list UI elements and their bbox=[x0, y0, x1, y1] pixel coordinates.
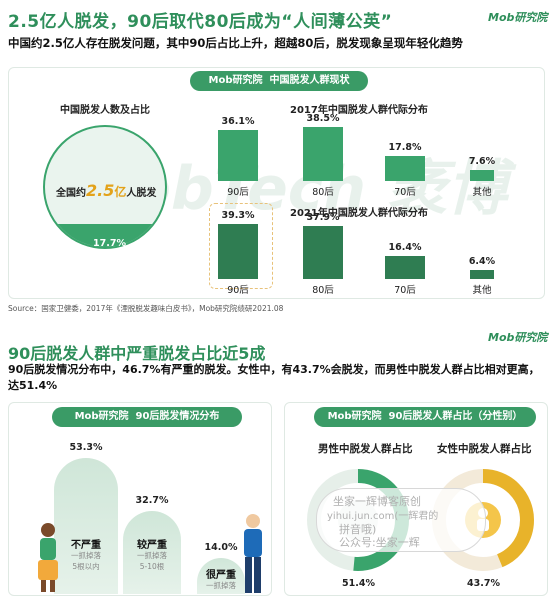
male-percent: 51.4% bbox=[342, 578, 375, 589]
left-panel-title: 90后脱发情况分布 bbox=[135, 411, 220, 422]
bar-value-label: 16.4% bbox=[388, 242, 422, 254]
brand-logo-text: Mob研究院 bbox=[488, 11, 548, 24]
severity-description: 5根以内 bbox=[72, 562, 100, 571]
left-panel-brand: Mob研究院 bbox=[74, 411, 129, 422]
bar-2017-2 bbox=[385, 156, 425, 181]
chart-2017-title: 2017年中国脱发人群代际分布 bbox=[290, 105, 428, 116]
blog-watermark-stamp: 坐家一辉博客原创 yihui.jun.com(一辉君的 拼音哦) 公众号:坐家一… bbox=[316, 488, 486, 552]
severity-dome-0 bbox=[54, 458, 118, 594]
male-label: 男性中脱发人群占比 bbox=[318, 443, 413, 455]
right-panel-title: 90后脱发人群占比（分性别） bbox=[388, 411, 523, 422]
severity-category-label: 不严重 bbox=[71, 540, 101, 551]
panel1-header: Mob研究院 中国脱发人群现状 bbox=[190, 71, 368, 91]
source-note: Source：国家卫健委，2017年《湮脱脱发趣味白皮书》，Mob研究院绩研20… bbox=[8, 304, 284, 313]
bar-2017-0 bbox=[218, 130, 258, 181]
highlight-90s-box bbox=[209, 203, 273, 289]
stamp-line-2: yihui.jun.com(一辉君的 bbox=[327, 511, 439, 522]
right-panel-header: Mob研究院 90后脱发人群占比（分性别） bbox=[314, 407, 536, 427]
stamp-line-1: 坐家一辉博客原创 bbox=[333, 495, 421, 508]
severity-value-label: 32.7% bbox=[135, 494, 169, 506]
bar-category-label: 80后 bbox=[312, 187, 334, 198]
hair-loss-circle bbox=[43, 125, 167, 249]
bar-2021-0 bbox=[218, 223, 258, 279]
circle-text-number: 2.5 bbox=[86, 181, 115, 200]
bar-value-label: 39.3% bbox=[221, 209, 255, 221]
bar-2021-1 bbox=[303, 225, 343, 279]
female-percent: 43.7% bbox=[467, 578, 500, 589]
circle-text-suffix: 人脱发 bbox=[126, 188, 157, 199]
bar-value-label: 37.9% bbox=[306, 211, 340, 223]
bar-2021-2 bbox=[385, 256, 425, 279]
bar-2017-3 bbox=[470, 170, 494, 181]
section1-title: 2.5亿人脱发，90后取代80后成为“人间薄公英” bbox=[8, 12, 393, 32]
brand-logo-2: Mob研究院 bbox=[488, 329, 547, 345]
bar-category-label: 其他 bbox=[472, 187, 492, 198]
severity-category-label: 较严重 bbox=[137, 540, 167, 551]
section2-subtitle: 90后脱发情况分布中，46.7%有严重的脱发。女性中，有43.7%会脱发，而男性… bbox=[8, 363, 540, 392]
bar-category-label: 其他 bbox=[472, 285, 492, 296]
left-panel-header: Mob研究院 90后脱发情况分布 bbox=[52, 407, 242, 427]
severity-value-label: 14.0% bbox=[204, 542, 238, 554]
circle-chart-label: 中国脱发人数及占比 bbox=[60, 105, 150, 116]
severity-category-label: 很严重 bbox=[206, 570, 236, 582]
circle-text-prefix: 全国约 bbox=[56, 188, 86, 199]
bar-value-label: 17.8% bbox=[388, 142, 422, 154]
brand-logo: Mob研究院 bbox=[488, 9, 547, 25]
severity-dome-1 bbox=[123, 510, 181, 594]
stamp-line-4: 公众号:坐家一辉 bbox=[339, 536, 420, 549]
bar-value-label: 36.1% bbox=[221, 116, 255, 128]
brand-logo-2-text: Mob研究院 bbox=[488, 331, 548, 344]
woman-illustration-icon bbox=[38, 523, 58, 592]
right-panel-brand: Mob研究院 bbox=[327, 411, 382, 422]
section2-title: 90后脱发人群中严重脱发占比近5成 bbox=[8, 344, 266, 363]
female-label: 女性中脱发人群占比 bbox=[437, 443, 532, 455]
bar-category-label: 90后 bbox=[227, 187, 249, 198]
bar-category-label: 80后 bbox=[312, 285, 334, 296]
severity-description: 5-10根 bbox=[139, 562, 165, 571]
bar-category-label: 70后 bbox=[394, 285, 416, 296]
severity-dome-2 bbox=[197, 558, 245, 594]
bar-category-label: 70后 bbox=[394, 187, 416, 198]
severity-description: 一抓掉落 bbox=[71, 551, 101, 560]
stamp-line-3: 拼音哦) bbox=[339, 523, 377, 536]
severity-value-label: 53.3% bbox=[69, 442, 103, 454]
severity-description: 一抓掉落 bbox=[206, 581, 236, 591]
bar-value-label: 7.6% bbox=[468, 156, 496, 168]
circle-main-text: 全国约2.5亿人脱发 bbox=[56, 181, 156, 200]
panel1-title: 中国脱发人群现状 bbox=[269, 75, 350, 86]
bar-2021-3 bbox=[470, 270, 494, 279]
chart-2021-title: 2021年中国脱发人群代际分布 bbox=[290, 208, 428, 219]
female-ratio-arc bbox=[432, 469, 534, 571]
bar-value-label: 38.5% bbox=[306, 113, 340, 125]
panel1-brand: Mob研究院 bbox=[208, 75, 263, 86]
bar-2017-1 bbox=[303, 127, 343, 181]
section1-subtitle: 中国约2.5亿人存在脱发问题，其中90后占比上升，超越80后，脱发现象呈现年轻化… bbox=[8, 36, 463, 50]
severity-description: 一抓掉落 bbox=[137, 551, 167, 560]
bar-category-label: 90后 bbox=[227, 285, 249, 296]
bar-value-label: 6.4% bbox=[468, 256, 496, 268]
circle-text-unit: 亿 bbox=[114, 185, 127, 199]
circle-percent: 17.7% bbox=[93, 238, 126, 249]
man-illustration-icon bbox=[244, 514, 262, 593]
